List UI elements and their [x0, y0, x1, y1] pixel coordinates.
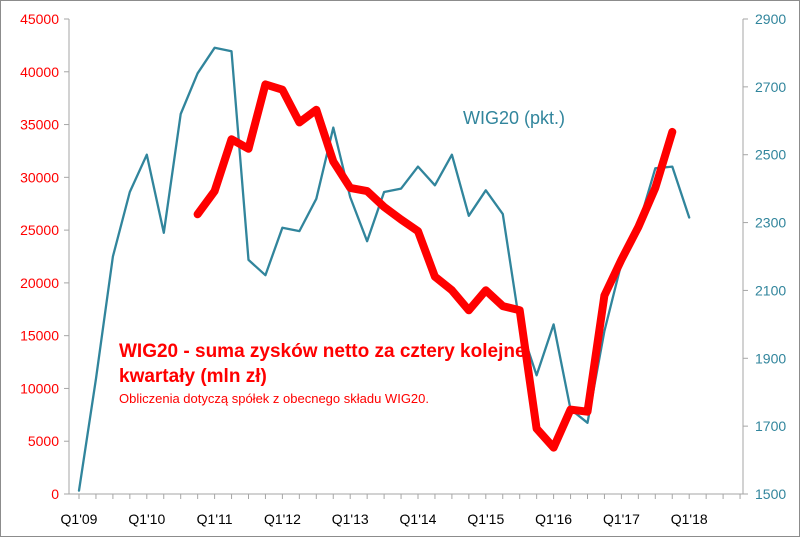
series-line-wig20: [77, 46, 691, 492]
x-tick-label: Q1'17: [603, 511, 640, 527]
left-axis-ticks: 0 5000 10000 15000 20000 25000 30000 35000 40000…: [20, 11, 69, 502]
left-tick-label: 15000: [20, 328, 59, 344]
left-tick-label: 35000: [20, 117, 59, 133]
left-tick-label: 45000: [20, 11, 59, 27]
left-tick-label: 20000: [20, 275, 59, 291]
annotation-note: Obliczenia dotyczą spółek z obecnego skł…: [119, 391, 429, 406]
x-tick-label: Q1'18: [671, 511, 708, 527]
left-tick-label: 40000: [20, 64, 59, 80]
annotation-title-line1: WIG20 - suma zysków netto za cztery kole…: [119, 341, 526, 362]
right-tick-label: 2900: [755, 11, 786, 27]
series-label-wig20: WIG20 (pkt.): [463, 108, 565, 128]
right-tick-label: 2700: [755, 79, 786, 95]
x-tick-label: Q1'14: [400, 511, 437, 527]
annotation: WIG20 - suma zysków netto za cztery kole…: [119, 341, 526, 406]
x-tick-label: Q1'16: [535, 511, 572, 527]
x-tick-label: Q1'15: [467, 511, 504, 527]
right-tick-label: 1900: [755, 350, 786, 366]
right-axis-ticks: 1500 1700 1900 2100 2300 2500 2700 2900: [743, 11, 786, 502]
series-layer: [77, 46, 691, 492]
x-tick-label: Q1'13: [332, 511, 369, 527]
annotation-title-line2: kwartały (mln zł): [119, 366, 267, 387]
right-tick-label: 2500: [755, 147, 786, 163]
left-tick-label: 10000: [20, 380, 59, 396]
right-tick-label: 2300: [755, 215, 786, 231]
right-tick-label: 1500: [755, 486, 786, 502]
left-tick-label: 25000: [20, 222, 59, 238]
x-tick-label: Q1'11: [197, 511, 233, 527]
x-axis-ticks: Q1'09 Q1'10 Q1'11 Q1'12 Q1'13 Q1'14 Q1'15 Q1'16…: [61, 494, 741, 527]
left-tick-label: 5000: [28, 433, 59, 449]
series-line-net-profit: [193, 80, 677, 452]
left-tick-label: 0: [51, 486, 59, 502]
x-tick-label: Q1'09: [61, 511, 98, 527]
left-tick-label: 30000: [20, 169, 59, 185]
right-tick-label: 1700: [755, 418, 786, 434]
right-tick-label: 2100: [755, 282, 786, 298]
x-tick-label: Q1'12: [264, 511, 301, 527]
axes: [68, 19, 744, 495]
x-tick-label: Q1'10: [128, 511, 165, 527]
